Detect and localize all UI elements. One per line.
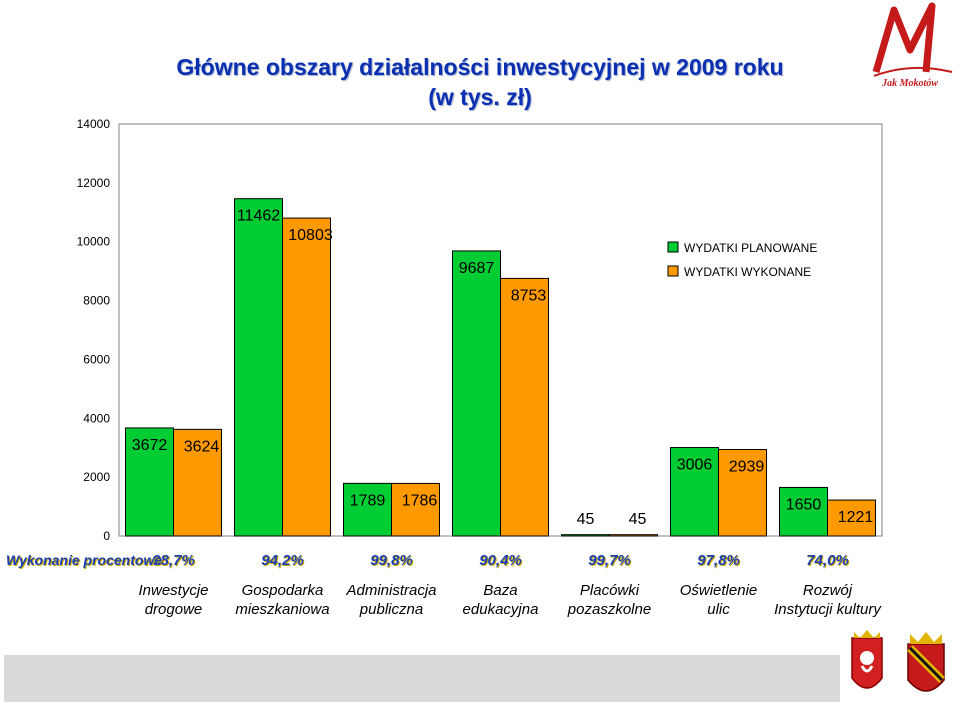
bar-executed: [282, 217, 331, 537]
execution-label: Wykonanie procentowe: [6, 552, 162, 568]
category-label: publiczna: [359, 601, 423, 618]
percent-shadow: 94,2%: [262, 553, 305, 570]
footer-band: [4, 655, 840, 702]
data-label: 3624: [184, 438, 220, 455]
bar-executed: [391, 482, 440, 537]
data-label: 3672: [132, 437, 168, 454]
data-label: 45: [577, 511, 595, 528]
category-label: Rozwój: [803, 582, 853, 599]
legend-swatch: [667, 265, 679, 277]
bar-executed: [718, 449, 767, 537]
percent-shadow: 99,8%: [371, 553, 414, 570]
category-label: drogowe: [145, 601, 203, 618]
percent-shadow: 99,7%: [589, 553, 632, 570]
percent-shadow: 90,4%: [480, 553, 523, 570]
data-label: 1221: [838, 509, 874, 526]
legend-label: WYDATKI WYKONANE: [684, 265, 811, 279]
bar-planned: [234, 198, 283, 537]
category-label: ulic: [707, 601, 730, 618]
y-tick-label: 0: [103, 529, 110, 543]
category-label: Gospodarka: [242, 582, 324, 599]
mokotow-logo: Jak Mokotów: [872, 2, 953, 88]
chart-title-line2: (w tys. zł): [428, 84, 532, 110]
mokotow-crest-icon: [907, 632, 945, 692]
category-label: edukacyjna: [463, 601, 539, 618]
bar-planned: [452, 250, 501, 537]
y-tick-label: 12000: [77, 176, 111, 190]
chart-title: Główne obszary działalności inwestycyjne…: [110, 52, 850, 112]
execution-label-shadow: Wykonanie procentowe: [7, 553, 163, 569]
bar-executed: [609, 534, 658, 537]
legend-swatch: [667, 241, 679, 253]
category-label: Inwestycje: [138, 582, 208, 599]
legend-label: WYDATKI PLANOWANE: [684, 241, 817, 255]
data-label: 11462: [237, 208, 280, 225]
y-tick-label: 10000: [77, 235, 111, 249]
bar-executed: [173, 428, 222, 537]
bar-planned: [125, 427, 174, 537]
data-label: 1650: [786, 496, 822, 513]
percent-shadow: 74,0%: [807, 553, 850, 570]
chart-title-line1: Główne obszary działalności inwestycyjne…: [176, 54, 784, 80]
percent-label: 99,7%: [588, 552, 631, 569]
y-tick-label: 8000: [83, 294, 110, 308]
category-label: pozaszkolne: [567, 601, 651, 618]
category-label: Baza: [483, 582, 517, 599]
percent-label: 97,8%: [697, 552, 740, 569]
percent-label: 94,2%: [261, 552, 304, 569]
category-label: Oświetlenie: [680, 582, 758, 599]
y-tick-label: 14000: [77, 117, 111, 131]
data-label: 3006: [677, 457, 713, 474]
category-label: Instytucji kultury: [774, 601, 882, 618]
percent-label: 98,7%: [152, 552, 195, 569]
data-label: 10803: [288, 227, 333, 244]
warsaw-crest-icon: [851, 630, 883, 689]
data-label: 9687: [459, 260, 495, 277]
percent-label: 90,4%: [479, 552, 522, 569]
category-label: Placówki: [580, 582, 640, 599]
data-label: 1789: [350, 492, 386, 509]
bar-executed: [827, 499, 876, 537]
data-label: 1786: [402, 492, 438, 509]
data-label: 8753: [511, 287, 547, 304]
bar-planned: [561, 534, 610, 537]
y-tick-label: 4000: [83, 411, 110, 425]
percent-label: 74,0%: [806, 552, 849, 569]
percent-label: 99,8%: [370, 552, 413, 569]
bar-executed: [500, 277, 549, 537]
data-label: 45: [629, 511, 647, 528]
bar-planned: [343, 482, 392, 537]
bar-planned: [670, 447, 719, 537]
category-label: Administracja: [345, 582, 436, 599]
category-label: mieszkaniowa: [235, 601, 329, 618]
percent-shadow: 98,7%: [153, 553, 196, 570]
logo-text: Jak Mokotów: [881, 78, 938, 88]
y-tick-label: 6000: [83, 352, 110, 366]
y-tick-label: 2000: [83, 470, 110, 484]
percent-shadow: 97,8%: [698, 553, 741, 570]
data-label: 2939: [729, 459, 765, 476]
coat-of-arms-pair: [851, 630, 945, 692]
